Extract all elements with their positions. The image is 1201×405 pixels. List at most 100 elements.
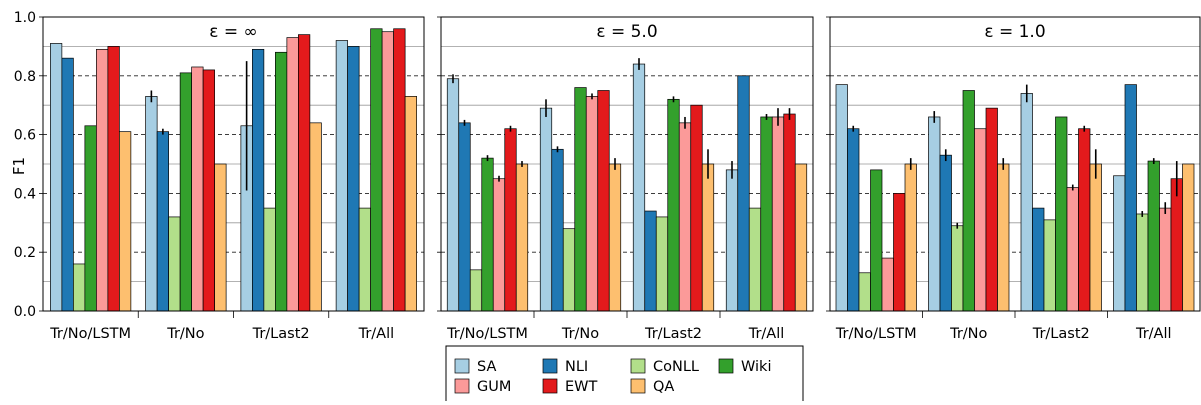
bar-qa-tr-no — [214, 163, 227, 312]
bar-gum-tr-last2 — [678, 122, 692, 312]
bar-sa-tr-no-lstm — [446, 78, 460, 312]
legend-label-nli: NLI — [565, 359, 588, 375]
bars — [835, 84, 1195, 312]
x-tick-label: Tr/No — [949, 326, 987, 342]
x-tick-label: Tr/All — [748, 326, 785, 342]
x-tick-label: Tr/Last2 — [1032, 326, 1090, 342]
legend-swatch-sa — [454, 358, 470, 374]
bars — [50, 28, 417, 312]
bar-conll-tr-last2 — [1043, 219, 1056, 312]
bar-sa-tr-no-lstm — [835, 84, 848, 312]
bar-qa-tr-no-lstm — [515, 163, 529, 312]
bar-sa-tr-last2 — [1020, 93, 1033, 312]
bar-wiki-tr-no-lstm — [870, 169, 883, 312]
bar-ewt-tr-no — [985, 107, 998, 312]
bar-conll-tr-all — [748, 207, 762, 312]
bar-nli-tr-no-lstm — [847, 128, 860, 312]
bar-gum-tr-no — [585, 96, 599, 312]
bar-qa-tr-last2 — [1089, 163, 1102, 312]
bar-wiki-tr-all — [1147, 160, 1160, 312]
bar-nli-tr-all — [1124, 84, 1137, 312]
bar-conll-tr-no-lstm — [469, 269, 483, 312]
bar-ewt-tr-last2 — [1078, 128, 1091, 312]
bar-gum-tr-all — [381, 31, 394, 312]
bar-sa-tr-all — [335, 40, 348, 312]
bar-ewt-tr-all — [783, 113, 796, 312]
bar-wiki-tr-no — [962, 90, 975, 312]
bar-sa-tr-all — [1113, 175, 1126, 312]
x-tick-label: Tr/All — [1135, 326, 1172, 342]
bar-qa-tr-all — [404, 96, 417, 312]
bar-wiki-tr-no-lstm — [481, 157, 494, 312]
x-tick-label: Tr/Last2 — [644, 326, 702, 342]
bar-conll-tr-all — [358, 207, 371, 312]
legend-swatch-ewt — [542, 378, 558, 394]
bar-conll-tr-all — [1136, 213, 1149, 312]
bar-gum-tr-all — [1159, 207, 1172, 312]
bar-gum-tr-no-lstm — [96, 48, 109, 312]
legend-swatch-gum — [454, 378, 470, 394]
x-tick-label: Tr/Last2 — [252, 326, 310, 342]
panel-title: ε = ∞ — [209, 22, 257, 42]
x-tick-label: Tr/No — [561, 326, 599, 342]
bar-wiki-tr-all — [370, 28, 383, 312]
y-tick-label: 0.6 — [14, 128, 36, 144]
bar-gum-tr-no — [191, 66, 204, 312]
bars — [446, 58, 808, 312]
bar-nli-tr-no-lstm — [458, 122, 471, 312]
bar-ewt-tr-last2 — [298, 34, 311, 312]
y-tick-label: 0.8 — [14, 69, 36, 85]
bar-nli-tr-all — [737, 75, 750, 312]
bar-sa-tr-last2 — [632, 63, 646, 312]
bar-conll-tr-no — [951, 225, 964, 312]
bar-gum-tr-no-lstm — [881, 257, 894, 312]
bar-wiki-tr-no-lstm — [84, 125, 97, 312]
bar-nli-tr-no — [551, 148, 564, 312]
legend-label-qa: QA — [653, 379, 674, 395]
legend-label-wiki: Wiki — [741, 359, 771, 375]
x-tick-label: Tr/No/LSTM — [835, 326, 917, 342]
chart-panel-2: Tr/No/LSTM Tr/No Tr/Last2 Tr/All ε = 5.0 — [437, 16, 814, 342]
bar-nli-tr-no — [939, 154, 952, 312]
legend-box — [445, 345, 804, 405]
bar-conll-tr-no-lstm — [73, 263, 86, 312]
legend-swatch-qa — [630, 378, 646, 394]
bar-qa-tr-no-lstm — [904, 163, 917, 312]
bar-gum-tr-last2 — [1066, 187, 1079, 312]
bar-ewt-tr-no — [597, 90, 610, 312]
bar-ewt-tr-no-lstm — [893, 193, 906, 312]
bar-sa-tr-no — [539, 107, 553, 312]
panel-frame — [829, 16, 1201, 312]
bar-sa-tr-no — [928, 116, 941, 312]
bar-conll-tr-no — [562, 228, 576, 312]
y-tick-label: 0.4 — [14, 186, 36, 202]
bar-sa-tr-no — [145, 96, 158, 312]
bar-nli-tr-all — [347, 46, 360, 312]
x-tick-label: Tr/All — [358, 326, 395, 342]
bar-nli-tr-last2 — [252, 48, 265, 312]
bar-wiki-tr-last2 — [667, 98, 680, 312]
legend-swatch-nli — [542, 358, 558, 374]
bar-wiki-tr-last2 — [1055, 116, 1068, 312]
bar-nli-tr-last2 — [1032, 207, 1045, 312]
bar-conll-tr-no-lstm — [858, 272, 871, 312]
bar-wiki-tr-last2 — [275, 51, 288, 312]
bar-conll-tr-last2 — [655, 216, 669, 312]
x-tick-label: Tr/No/LSTM — [49, 326, 131, 342]
bar-ewt-tr-all — [1170, 178, 1183, 312]
legend-swatch-conll — [630, 358, 646, 374]
legend-swatch-wiki — [718, 358, 734, 374]
bar-wiki-tr-no — [179, 72, 192, 312]
chart-panel-3: Tr/No/LSTM Tr/No Tr/Last2 Tr/All ε = 1.0 — [826, 16, 1201, 342]
bar-qa-tr-last2 — [309, 122, 322, 312]
bar-sa-tr-no-lstm — [50, 43, 63, 312]
bar-qa-tr-no — [608, 163, 622, 312]
x-tick-label: Tr/No — [166, 326, 204, 342]
bar-ewt-tr-last2 — [690, 104, 703, 312]
bar-sa-tr-all — [725, 169, 739, 312]
bar-nli-tr-last2 — [644, 210, 657, 312]
legend-label-sa: SA — [477, 359, 496, 375]
y-tick-label: 0.2 — [14, 245, 36, 261]
